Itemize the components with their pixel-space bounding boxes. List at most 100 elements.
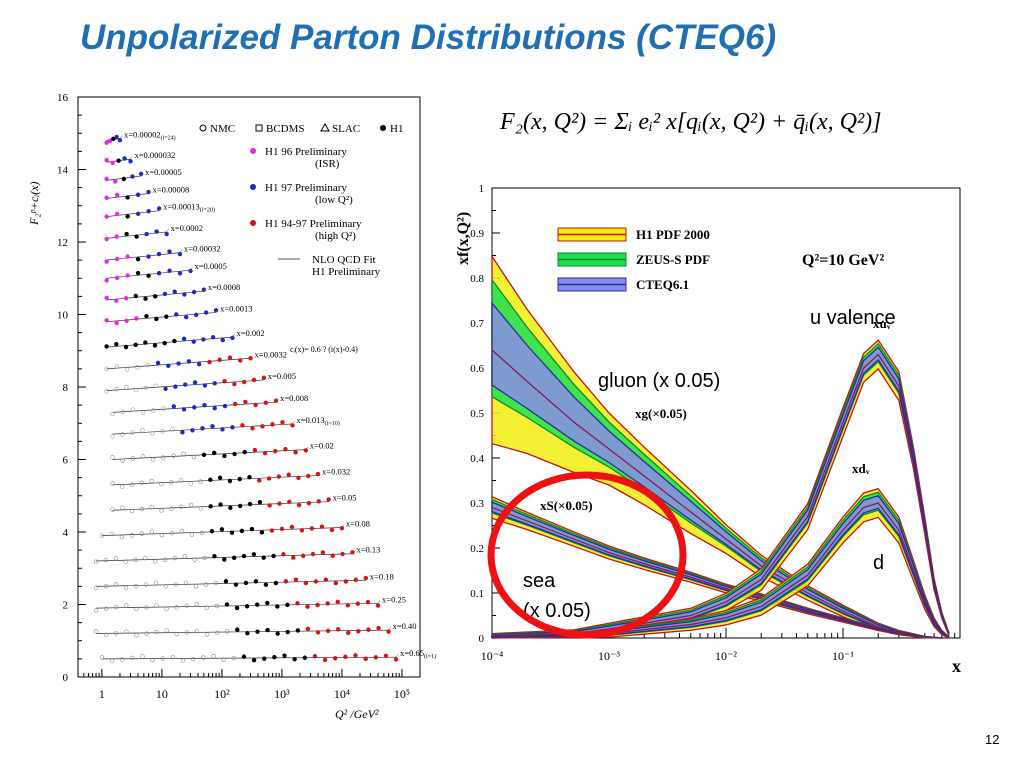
f2-data-point <box>120 505 125 510</box>
f2-data-point <box>283 447 288 452</box>
f2-data-point <box>183 580 189 586</box>
f2-data-point <box>266 476 272 481</box>
f2-data-point <box>259 530 265 535</box>
f2-data-point <box>104 140 109 145</box>
f2-data-point <box>275 631 280 636</box>
f2-data-point <box>292 657 297 662</box>
f2-data-point <box>99 655 105 660</box>
f2-data-point <box>234 605 240 611</box>
f2-bin-label-leader <box>341 524 345 528</box>
pdf-y-tick-label: 0.8 <box>470 273 484 285</box>
f2-bin-label-leader <box>215 309 219 313</box>
f2-data-point <box>188 268 193 274</box>
f2-data-point <box>153 294 158 299</box>
f2-bin-label-leader <box>179 249 183 253</box>
formula-text: F₂(x, Q²) = Σᵢ eᵢ² x[qᵢ(x, Q²) + q̄ᵢ(x, … <box>500 109 882 135</box>
f2-data-point <box>188 502 194 508</box>
f2-data-point <box>182 292 187 297</box>
f2-data-point <box>173 384 178 389</box>
f2-bin-label: x=0.008 <box>280 393 308 403</box>
f2-bin-label-leader <box>232 334 235 338</box>
f2-y-tick-label: 2 <box>63 600 69 612</box>
f2-data-point <box>162 557 168 562</box>
f2-data-point <box>140 428 145 433</box>
f2-data-point <box>293 450 298 455</box>
f2-data-point <box>130 430 135 435</box>
f2-data-point <box>210 335 216 340</box>
f2-annotation: cᵢ(x)= 0.6 ? (i(x)-0.4) <box>290 345 358 354</box>
f2-x-tick-label: 10 <box>156 687 168 701</box>
f2-data-point <box>122 156 127 161</box>
f2-data-point <box>99 533 105 538</box>
f2-bin-label: x=0.08 <box>346 518 370 528</box>
f2-data-point <box>192 557 197 562</box>
curve-label-uv: xuᵥ <box>873 316 891 331</box>
f2-data-point <box>283 579 289 584</box>
f2-data-point <box>221 657 226 662</box>
f2-data-point <box>355 601 361 606</box>
f2-data-point <box>273 580 279 586</box>
f2-data-point <box>129 533 135 538</box>
f2-data-point <box>153 559 158 564</box>
f2-y-tick-label: 10 <box>57 310 69 322</box>
f2-data-point <box>281 552 286 557</box>
f2-data-point <box>135 365 140 370</box>
f2-data-point <box>184 603 189 609</box>
f2-data-point <box>171 453 176 458</box>
f2-data-point <box>343 579 349 584</box>
f2-data-point <box>223 579 229 584</box>
pdf-y-axis-label: xf(x,Q²) <box>455 212 472 265</box>
f2-data-point <box>181 336 187 342</box>
f2-bin-index: (i=20) <box>200 207 215 214</box>
f2-data-point <box>125 273 130 278</box>
f2-data-point <box>310 551 316 557</box>
f2-bin-label-leader <box>388 627 391 631</box>
f2-data-point <box>177 271 183 276</box>
f2-data-point <box>104 366 109 372</box>
curve-label-sea: xS(×0.05) <box>540 498 593 513</box>
f2-data-point <box>174 312 179 317</box>
f2-bin-label: x=0.005 <box>268 371 296 381</box>
f2-data-point <box>110 160 115 166</box>
f2-data-point <box>110 481 115 486</box>
f2-data-point <box>255 602 260 607</box>
f2-bin-label: x=0.05 <box>333 493 357 503</box>
pdf-plot-area: 0 0.1 0.2 0.3 0.4 0.5 0.6 0.7 0.8 0.9 1 10⁻⁴ 10⁻³ 10⁻… <box>470 183 961 663</box>
annotation-u-valence: u valence <box>810 307 896 329</box>
f2-data-point <box>119 534 125 540</box>
pdf-y-tick-label: 0.1 <box>470 588 484 600</box>
f2-data-point <box>224 602 230 607</box>
f2-data-point <box>104 278 109 283</box>
f2-data-point <box>296 502 302 508</box>
f2-data-point <box>255 629 260 634</box>
f2-data-point <box>198 479 203 484</box>
f2-y-tick-label: 12 <box>57 237 68 249</box>
f2-fit-line <box>106 312 217 323</box>
f2-data-point <box>306 500 312 506</box>
f2-data-point <box>313 579 319 584</box>
f2-data-point <box>114 192 120 198</box>
f2-data-point <box>267 503 272 508</box>
f2-data-point <box>146 254 151 259</box>
f2-data-point <box>170 654 176 660</box>
formula: F₂(x, Q²) = Σᵢ eᵢ² x[qᵢ(x, Q²) + q̄ᵢ(x, … <box>500 109 882 135</box>
f2-data-point <box>204 632 210 637</box>
f2-data-point <box>273 398 279 403</box>
f2-data-point <box>249 526 255 532</box>
annotation-sea-scale: (x 0.05) <box>523 600 591 622</box>
f2-data-point <box>143 555 148 561</box>
pdf-band <box>491 339 950 639</box>
f2-data-point <box>271 553 276 559</box>
f2-bin-label: x=0.00013(i=20) <box>163 202 215 214</box>
f2-data-point <box>217 357 222 363</box>
f2-data-point <box>202 402 207 408</box>
f2-data-point <box>123 585 129 591</box>
f2-data-point <box>245 631 250 636</box>
f2-data-point <box>261 555 266 560</box>
f2-data-point <box>169 506 174 511</box>
f2-data-point <box>303 448 308 453</box>
f2-data-point <box>120 432 125 437</box>
f2-data-point <box>140 410 146 415</box>
f2-data-point <box>262 656 267 661</box>
f2-data-point <box>220 427 225 432</box>
